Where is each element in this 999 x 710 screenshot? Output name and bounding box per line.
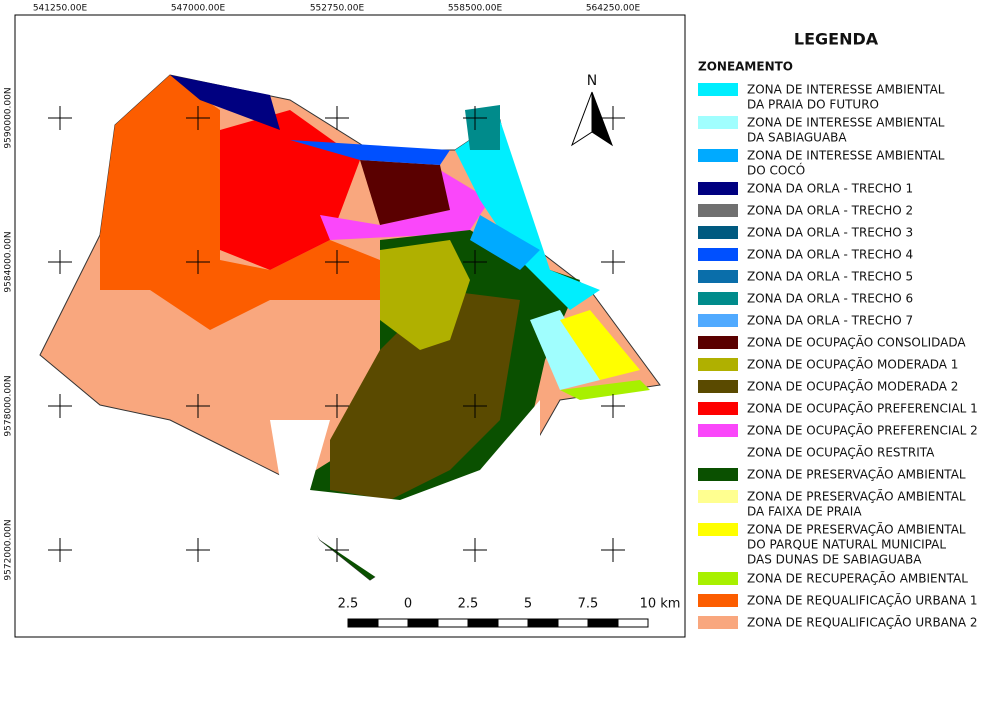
legend-label: ZONA DE PRESERVAÇÃO AMBIENTAL: [747, 522, 966, 537]
legend-subtitle: ZONEAMENTO: [698, 60, 793, 74]
legend-swatch: [698, 149, 738, 162]
legend-label: ZONA DE INTERESSE AMBIENTAL: [747, 149, 945, 163]
legend-label: ZONA DA ORLA - TRECHO 1: [747, 182, 913, 196]
y-coordinate-label: 9578000.00N: [4, 375, 14, 436]
x-coordinate-label: 547000.00E: [171, 4, 226, 14]
legend-swatch: [698, 226, 738, 239]
legend-title: LEGENDA: [794, 30, 879, 49]
y-coordinate-label: 9590000.00N: [4, 87, 14, 148]
zone: [270, 400, 540, 580]
legend-swatch: [698, 248, 738, 261]
legend-swatch: [698, 446, 738, 459]
legend-label: ZONA DA ORLA - TRECHO 2: [747, 204, 913, 218]
zone: [330, 290, 520, 500]
zone: [560, 380, 650, 400]
legend-swatch: [698, 380, 738, 393]
map-zones: [39, 74, 661, 581]
x-coordinate-label: 552750.00E: [310, 4, 365, 14]
legend-label: ZONA DA ORLA - TRECHO 5: [747, 270, 913, 284]
zone: [465, 105, 500, 150]
x-coordinate-label: 564250.00E: [586, 4, 641, 14]
legend-swatch: [698, 594, 738, 607]
legend-label: DAS DUNAS DE SABIAGUABA: [747, 553, 922, 567]
zone: [470, 215, 540, 270]
zone: [380, 240, 470, 350]
legend-label: ZONA DE OCUPAÇÃO MODERADA 2: [747, 379, 958, 394]
legend-swatch: [698, 182, 738, 195]
legend-label: DA PRAIA DO FUTURO: [747, 98, 879, 112]
north-arrow-right: [591, 91, 614, 147]
legend-label: ZONA DE REQUALIFICAÇÃO URBANA 1: [747, 593, 978, 608]
legend-label: DA SABIAGUABA: [747, 131, 847, 145]
legend-label: ZONA DE OCUPAÇÃO RESTRITA: [747, 445, 935, 460]
zone: [100, 75, 380, 330]
legend-label: ZONA DE INTERESSE AMBIENTAL: [747, 116, 945, 130]
legend-label: ZONA DA ORLA - TRECHO 4: [747, 248, 913, 262]
zone: [560, 310, 640, 380]
scale-segment: [347, 618, 379, 628]
scale-segment: [377, 618, 409, 628]
legend-label: ZONA DE OCUPAÇÃO PREFERENCIAL 2: [747, 423, 978, 438]
x-coordinate-label: 541250.00E: [33, 4, 88, 14]
scale-bar: 2.5 0 2.5 5 7.5 10 km: [338, 597, 681, 628]
legend-label: ZONA DA ORLA - TRECHO 3: [747, 226, 913, 240]
scale-segment: [587, 618, 619, 628]
north-label: N: [587, 73, 597, 89]
legend-label: DO PARQUE NATURAL MUNICIPAL: [747, 538, 946, 552]
scale-segment: [437, 618, 469, 628]
scale-label: 7.5: [578, 597, 599, 612]
legend-swatch: [698, 314, 738, 327]
legend-swatch: [698, 616, 738, 629]
scale-segment: [557, 618, 589, 628]
legend-label: ZONA DE REQUALIFICAÇÃO URBANA 2: [747, 615, 978, 630]
legend-label: ZONA DE OCUPAÇÃO PREFERENCIAL 1: [747, 401, 978, 416]
legend-swatch: [698, 358, 738, 371]
zone: [290, 140, 450, 165]
scale-segment: [407, 618, 439, 628]
legend-label: ZONA DE RECUPERAÇÃO AMBIENTAL: [747, 571, 968, 586]
scale-segment: [497, 618, 529, 628]
legend-swatch: [698, 204, 738, 217]
legend-swatch: [698, 83, 738, 96]
legend-label: ZONA DE INTERESSE AMBIENTAL: [747, 83, 945, 97]
legend-swatch: [698, 116, 738, 129]
scale-label: 2.5: [338, 597, 359, 612]
legend-swatch: [698, 336, 738, 349]
legend-label: ZONA DE PRESERVAÇÃO AMBIENTAL: [747, 489, 966, 504]
scale-label: 5: [524, 597, 532, 612]
legend-swatch: [698, 424, 738, 437]
legend-label: ZONA DE OCUPAÇÃO MODERADA 1: [747, 357, 958, 372]
scale-label: 2.5: [458, 597, 479, 612]
legend-label: DO COCÓ: [747, 163, 805, 178]
legend-swatch: [698, 270, 738, 283]
graticule: [48, 106, 625, 562]
scale-segment: [527, 618, 559, 628]
scale-segment: [617, 618, 649, 628]
zone: [455, 120, 600, 310]
x-coordinate-label: 558500.00E: [448, 4, 503, 14]
y-coordinate-label: 9584000.00N: [4, 231, 14, 292]
legend-label: ZONA DE OCUPAÇÃO CONSOLIDADA: [747, 335, 966, 350]
zone: [320, 170, 490, 240]
zone: [360, 160, 450, 225]
legend-swatch: [698, 490, 738, 503]
legend-label: DA FAIXA DE PRAIA: [747, 505, 862, 519]
north-arrow: N: [570, 73, 614, 147]
legend-swatch: [698, 468, 738, 481]
legend-swatch: [698, 402, 738, 415]
scale-segment: [467, 618, 499, 628]
zone: [530, 310, 600, 390]
zone: [170, 75, 280, 130]
scale-label: 10 km: [640, 597, 681, 612]
legend-label: ZONA DE PRESERVAÇÃO AMBIENTAL: [747, 467, 966, 482]
legend-label: ZONA DA ORLA - TRECHO 7: [747, 314, 913, 328]
legend-swatch: [698, 572, 738, 585]
legend-label: ZONA DA ORLA - TRECHO 6: [747, 292, 913, 306]
y-coordinate-label: 9572000.00N: [4, 519, 14, 580]
legend-swatch: [698, 523, 738, 536]
legend-swatch: [698, 292, 738, 305]
scale-label: 0: [404, 597, 412, 612]
